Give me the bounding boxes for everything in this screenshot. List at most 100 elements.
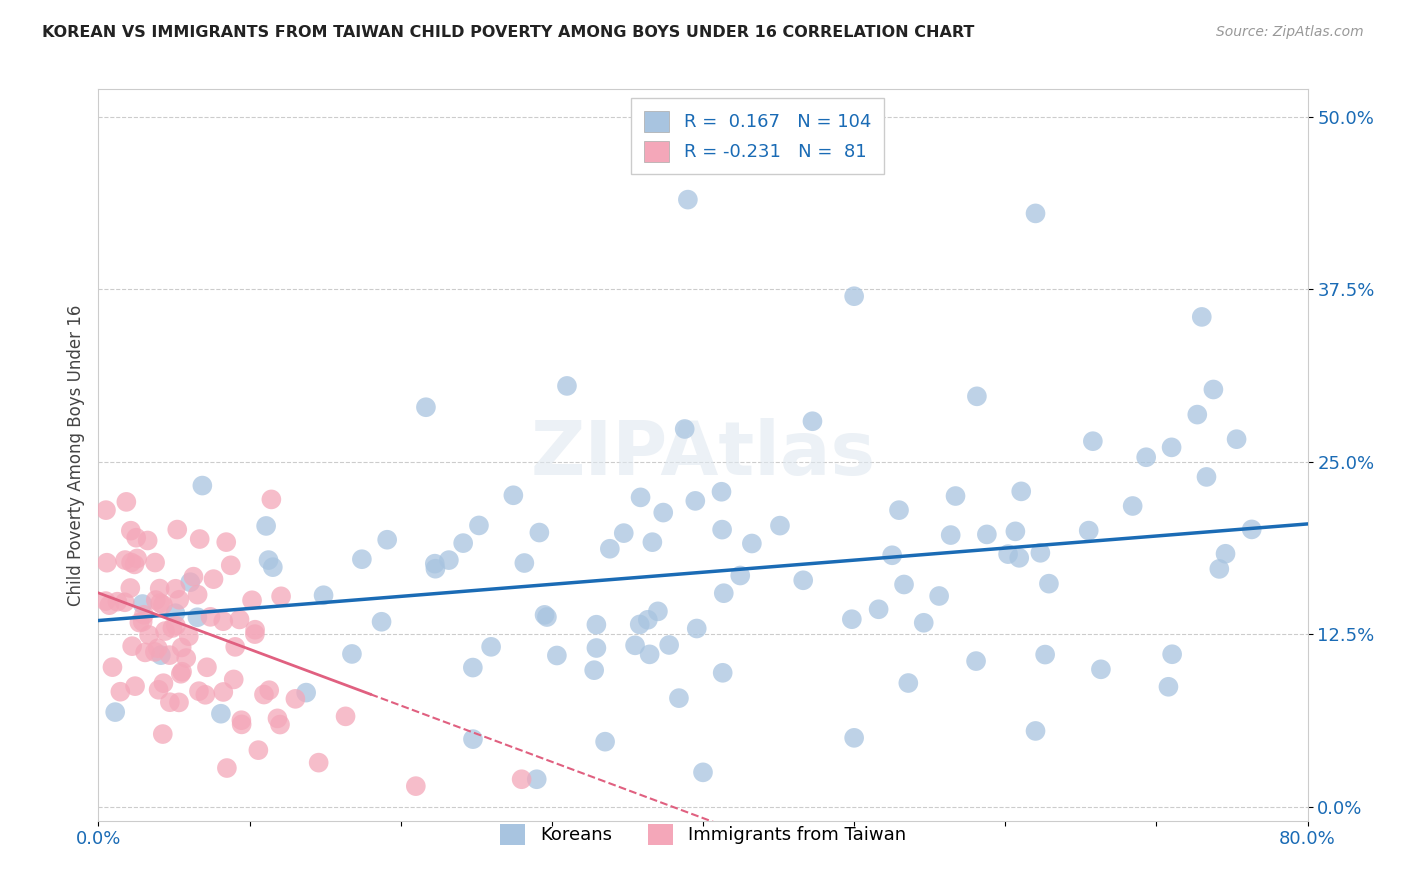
Point <box>120 556 142 570</box>
Point <box>841 612 863 626</box>
Point <box>98 598 121 612</box>
Point <box>269 717 291 731</box>
Point <box>676 193 699 207</box>
Point <box>166 523 188 537</box>
Point <box>231 717 253 731</box>
Point <box>187 684 209 698</box>
Point <box>188 532 211 546</box>
Point <box>1215 547 1237 561</box>
Point <box>131 597 153 611</box>
Point <box>513 556 536 570</box>
Point <box>120 581 142 595</box>
Point <box>673 422 696 436</box>
Point <box>1033 648 1056 662</box>
Point <box>145 593 167 607</box>
Point <box>1157 680 1180 694</box>
Point <box>152 727 174 741</box>
Point <box>105 595 128 609</box>
Point <box>153 624 176 638</box>
Point <box>510 772 533 787</box>
Point <box>692 765 714 780</box>
Point <box>1191 310 1213 324</box>
Point <box>685 494 707 508</box>
Point <box>965 654 987 668</box>
Point <box>128 615 150 630</box>
Point <box>1195 470 1218 484</box>
Point <box>170 665 193 679</box>
Point <box>254 519 277 533</box>
Point <box>131 615 153 629</box>
Point <box>613 526 636 541</box>
Point <box>228 612 250 626</box>
Point <box>769 518 792 533</box>
Point <box>266 711 288 725</box>
Point <box>585 640 607 655</box>
Point <box>115 495 138 509</box>
Point <box>183 569 205 583</box>
Point <box>202 572 225 586</box>
Point <box>127 551 149 566</box>
Point <box>146 641 169 656</box>
Point <box>711 523 734 537</box>
Point <box>170 666 193 681</box>
Point <box>243 627 266 641</box>
Point <box>1122 499 1144 513</box>
Point <box>284 691 307 706</box>
Point <box>121 639 143 653</box>
Point <box>882 549 904 563</box>
Point <box>152 598 174 612</box>
Point <box>647 604 669 618</box>
Point <box>741 536 763 550</box>
Point <box>1008 550 1031 565</box>
Legend: Koreans, Immigrants from Taiwan: Koreans, Immigrants from Taiwan <box>494 816 912 852</box>
Point <box>1187 408 1209 422</box>
Point <box>468 518 491 533</box>
Point <box>912 615 935 630</box>
Point <box>124 558 146 572</box>
Point <box>792 574 814 588</box>
Point <box>945 489 967 503</box>
Point <box>219 558 242 573</box>
Point <box>502 488 524 502</box>
Point <box>149 648 172 662</box>
Point <box>641 535 664 549</box>
Point <box>179 575 201 590</box>
Point <box>583 663 606 677</box>
Point <box>1029 546 1052 560</box>
Point <box>167 695 190 709</box>
Point <box>652 506 675 520</box>
Point <box>215 535 238 549</box>
Point <box>461 660 484 674</box>
Point <box>1038 576 1060 591</box>
Point <box>887 503 910 517</box>
Y-axis label: Child Poverty Among Boys Under 16: Child Poverty Among Boys Under 16 <box>66 304 84 606</box>
Point <box>165 606 187 620</box>
Point <box>624 638 647 652</box>
Point <box>200 610 222 624</box>
Point <box>928 589 950 603</box>
Point <box>94 503 117 517</box>
Point <box>686 622 709 636</box>
Point <box>308 756 330 770</box>
Point <box>340 647 363 661</box>
Point <box>222 673 245 687</box>
Point <box>801 414 824 428</box>
Point <box>243 623 266 637</box>
Point <box>257 553 280 567</box>
Point <box>628 617 651 632</box>
Point <box>215 761 238 775</box>
Point <box>728 568 751 582</box>
Point <box>1081 434 1104 449</box>
Point <box>138 628 160 642</box>
Point <box>165 582 187 596</box>
Point <box>125 531 148 545</box>
Point <box>134 645 156 659</box>
Point <box>270 590 292 604</box>
Point <box>177 629 200 643</box>
Point <box>335 709 357 723</box>
Point <box>262 560 284 574</box>
Point <box>209 706 232 721</box>
Point <box>295 685 318 699</box>
Point <box>536 610 558 624</box>
Point <box>415 401 437 415</box>
